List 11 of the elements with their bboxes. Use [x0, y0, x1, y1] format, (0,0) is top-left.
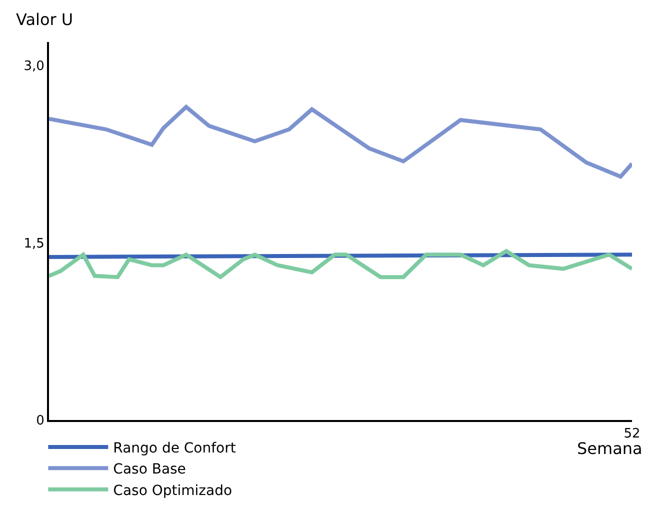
y-tick-label: 1,5	[24, 236, 44, 252]
line-series	[49, 104, 632, 179]
y-axis-title: Valor U	[16, 10, 74, 29]
x-tick-label: 52	[624, 426, 640, 442]
legend-label: Caso Optimizado	[113, 482, 232, 499]
x-axis-title: Semana	[577, 439, 642, 458]
legend-label: Rango de Confort	[113, 440, 236, 456]
legend-label: Caso Base	[113, 462, 186, 478]
y-tick-label: 3,0	[24, 59, 44, 74]
y-tick-label: 0	[36, 414, 44, 429]
line-series	[49, 249, 632, 280]
